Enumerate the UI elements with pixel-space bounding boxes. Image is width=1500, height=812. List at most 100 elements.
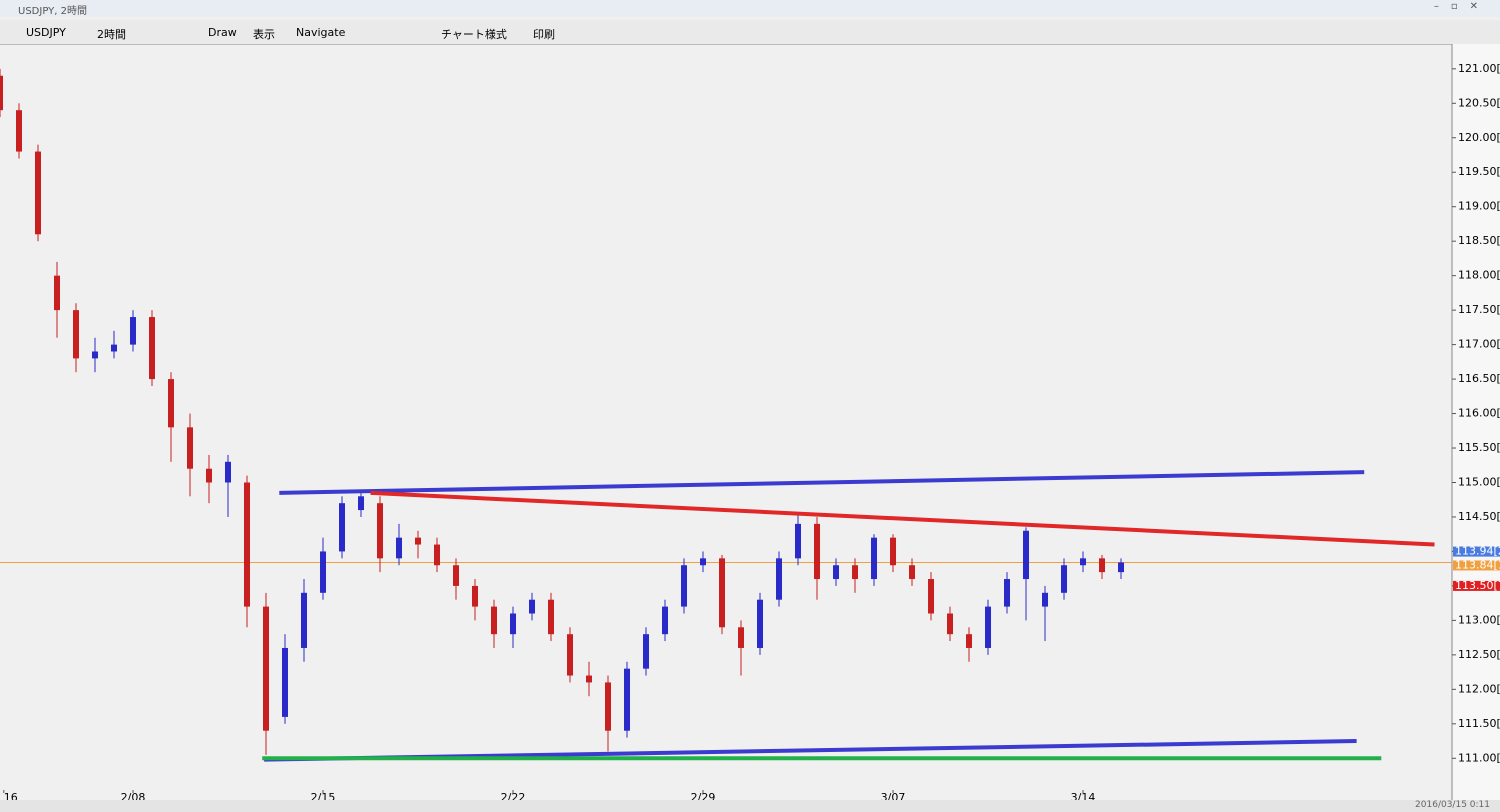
candle-body [339,503,346,552]
candle-body [244,482,251,607]
candle-body [643,634,650,669]
y-tick-label: 121.00[0] [1458,62,1500,75]
title-bar: USDJPY, 2時間 –▫✕ [0,0,1500,17]
candle-body [35,151,42,235]
candle-body [662,606,669,635]
candle-body [168,379,175,428]
navigate-menu[interactable]: Navigate [296,26,346,39]
y-tick-label: 120.50[0] [1458,96,1500,109]
y-tick-label: 114.50[0] [1458,510,1500,523]
candle-body [966,634,973,648]
candle-body [301,592,308,648]
x-tick-label: 2/15 [311,791,336,800]
y-tick-label: 113.00[0] [1458,613,1500,626]
candle-body [282,647,289,717]
y-tick-label: 118.00[0] [1458,269,1500,282]
y-tick-label: 115.00[0] [1458,475,1500,488]
print-menu[interactable]: 印刷 [533,28,555,41]
y-tick-label: 112.00[0] [1458,682,1500,695]
candle-body [263,606,270,731]
y-tick-label: 116.00[0] [1458,407,1500,420]
price-marker-label: 113.94[2] [1455,545,1500,558]
candle-body [92,351,99,359]
candle-body [624,668,631,731]
y-tick-label: 120.00[0] [1458,131,1500,144]
candle-body [757,599,764,648]
candle-body [16,110,23,152]
candle-body [1061,565,1068,593]
view-menu[interactable]: 表示 [253,28,275,41]
candle-body [795,523,802,559]
y-tick-label: 117.50[0] [1458,303,1500,316]
x-tick-label: 3/07 [881,791,906,800]
candle-body [947,613,954,635]
y-tick-label: 116.50[0] [1458,372,1500,385]
x-tick-label: 2/08 [121,791,146,800]
candle-body [776,558,783,600]
y-tick-label: 119.50[0] [1458,165,1500,178]
candle-body [149,317,156,380]
candle-body [567,634,574,676]
candle-body [1023,530,1030,580]
candle-body [1042,592,1049,607]
candle-body [472,585,479,607]
candle-body [320,551,327,593]
candle-body [700,558,707,566]
candle-body [54,275,61,311]
candle-body [738,627,745,648]
candle-body [225,461,232,483]
candle-body [586,675,593,683]
candle-body [396,537,403,559]
window-controls[interactable]: –▫✕ [1433,1,1490,12]
trend-line [370,490,1435,547]
candle-body [529,599,536,614]
draw-menu[interactable]: Draw [208,26,237,39]
chart-style-menu[interactable]: チャート様式 [441,28,507,41]
x-tick-label: 3/14 [1071,791,1096,800]
x-tick-label: 2/29 [691,791,716,800]
y-tick-label: 117.00[0] [1458,338,1500,351]
candle-body [681,565,688,607]
chart: 111.00[0] 111.50[0] 112.00[0] 112.50[0] 113.… [0,44,1500,800]
candle-body [852,565,859,580]
candle-body [1118,562,1125,573]
price-axis-bg [1452,44,1500,800]
candle-body [358,496,365,511]
candle-body [1099,558,1106,573]
status-text: 2016/03/15 0:11 [1415,800,1490,810]
symbol-select[interactable]: USDJPY [26,26,66,39]
candle-body [871,537,878,580]
candle-body [890,537,897,566]
y-tick-label: 112.50[0] [1458,648,1500,661]
timeframe-select[interactable]: 2時間 [97,28,126,41]
x-tick-label: 16 [4,791,18,800]
candle-body [377,503,384,559]
candle-body [985,606,992,648]
candle-body [909,565,916,580]
candle-body [0,75,3,111]
candle-body [453,565,460,586]
price-marker-label: 113.84[1] [1455,558,1500,571]
candle-body [719,558,726,628]
candle-body [833,565,840,580]
candle-body [548,599,555,635]
status-bar: 2016/03/15 0:11 [0,800,1500,812]
candle-body [510,613,517,635]
x-tick-label: 2/22 [501,791,526,800]
window-title: USDJPY, 2時間 [18,6,87,17]
y-tick-label: 111.00[0] [1458,751,1500,764]
candle-body [111,344,118,352]
candle-body [130,317,137,345]
candle-body [1080,558,1087,566]
price-marker [1453,560,1500,571]
y-tick-label: 111.50[0] [1458,717,1500,730]
candle-body [814,523,821,580]
candle-body [928,579,935,614]
candle-body [434,544,441,566]
candle-body [415,537,422,545]
candle-body [605,682,612,731]
candle-body [206,468,213,483]
price-marker [1453,546,1500,557]
candle-body [1004,579,1011,607]
